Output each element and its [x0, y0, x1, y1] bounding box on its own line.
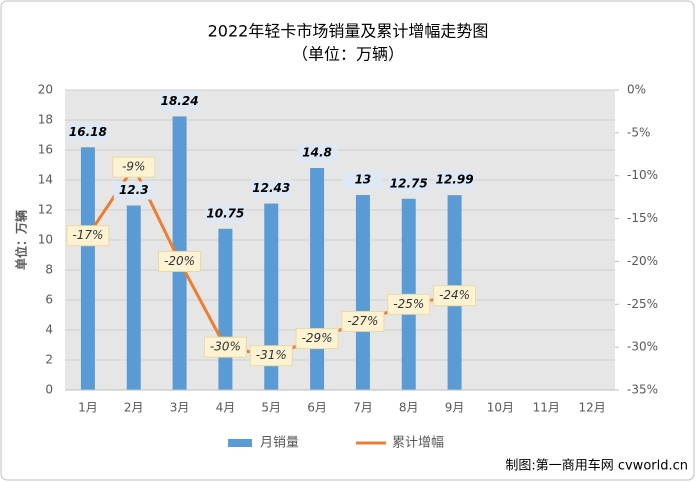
data-label-box [67, 123, 108, 142]
y-tick-label: 10 [38, 233, 53, 247]
y2-tick-label: -25% [627, 297, 658, 311]
x-tick-label: 7月 [353, 401, 373, 415]
y-tick-label: 6 [45, 293, 53, 307]
y-tick-label: 20 [38, 83, 53, 97]
y2-tick-label: -35% [627, 383, 658, 397]
legend-label: 累计增幅 [392, 436, 444, 451]
y-tick-label: 16 [38, 143, 53, 157]
data-label-box [113, 181, 154, 200]
data-label: 10.75 [206, 206, 244, 220]
legend-label: 月销量 [260, 436, 299, 451]
data-label: 18.24 [161, 94, 199, 108]
data-label: -20% [164, 254, 195, 268]
data-label-box [66, 225, 110, 247]
data-label: 13 [355, 173, 372, 187]
data-label-box [295, 328, 339, 350]
data-label-box [112, 156, 156, 178]
legend-swatch [228, 439, 252, 447]
data-label-box [203, 336, 247, 358]
x-tick-label: 4月 [216, 401, 236, 415]
y-tick-label: 14 [38, 173, 53, 187]
y2-tick-label: -20% [627, 254, 658, 268]
y2-tick-label: -30% [627, 340, 658, 354]
x-tick-label: 12月 [578, 401, 605, 415]
data-label-box [433, 285, 477, 307]
data-label: -17% [72, 228, 103, 242]
data-label: -30% [210, 340, 241, 354]
data-label-box [205, 204, 246, 223]
y2-tick-label: -10% [627, 168, 658, 182]
chart-title: 2022年轻卡市场销量及累计增幅走势图 [208, 22, 489, 41]
chart-subtitle: （单位：万辆） [292, 45, 404, 64]
data-label-box [342, 171, 383, 189]
data-label-box [159, 92, 200, 111]
bar [264, 203, 279, 390]
data-label-box [251, 179, 292, 198]
data-label: 12.75 [390, 176, 428, 190]
data-label: -25% [393, 297, 424, 311]
data-label: -29% [302, 331, 333, 345]
data-label-box [434, 171, 475, 190]
data-label-box [158, 250, 202, 272]
x-tick-label: 3月 [170, 401, 190, 415]
y-tick-label: 12 [38, 203, 53, 217]
bar [310, 168, 325, 390]
data-label: 14.8 [302, 146, 332, 160]
x-tick-label: 9月 [445, 401, 465, 415]
data-label: -31% [256, 348, 287, 362]
x-tick-label: 8月 [399, 401, 419, 415]
bar [126, 205, 141, 390]
data-label-box [387, 293, 431, 315]
bar [355, 195, 370, 390]
x-tick-label: 2月 [124, 401, 144, 415]
data-label: -9% [122, 160, 145, 174]
x-tick-label: 10月 [487, 401, 514, 415]
bar [218, 228, 233, 390]
x-tick-label: 6月 [307, 401, 327, 415]
data-label-box [388, 174, 429, 193]
data-label-box [297, 144, 338, 162]
data-label: -27% [347, 314, 378, 328]
data-label: 16.18 [69, 125, 107, 139]
y2-tick-label: -5% [627, 125, 650, 139]
y-tick-label: 0 [45, 383, 53, 397]
y-axis-label: 单位：万辆 [14, 210, 29, 270]
data-label: 12.43 [252, 181, 290, 195]
data-label: 12.3 [119, 183, 149, 197]
y-tick-label: 4 [45, 323, 53, 337]
y-tick-label: 2 [45, 353, 53, 367]
data-label: -24% [439, 288, 470, 302]
x-tick-label: 5月 [261, 401, 281, 415]
y-tick-label: 8 [45, 263, 53, 277]
y2-tick-label: -15% [627, 211, 658, 225]
bar [80, 147, 95, 390]
y-tick-label: 18 [38, 113, 53, 127]
x-tick-label: 1月 [78, 401, 98, 415]
data-label-box [249, 345, 293, 367]
data-label-box [341, 310, 385, 332]
data-label: 12.99 [436, 173, 474, 187]
x-tick-label: 11月 [533, 401, 560, 415]
source: 制图:第一商用车网 cvworld.cn [505, 458, 688, 474]
y2-tick-label: 0% [627, 83, 646, 97]
